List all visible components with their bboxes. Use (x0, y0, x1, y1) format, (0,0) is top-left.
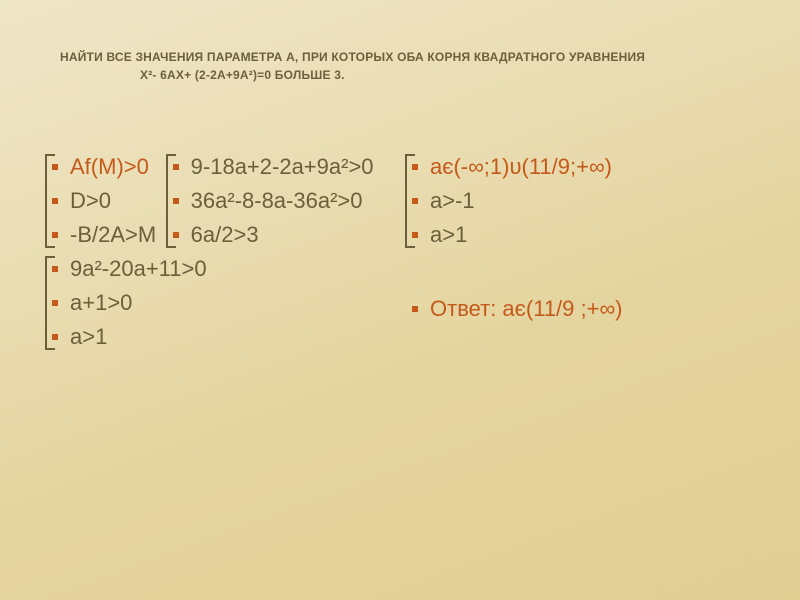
bullet-icon (173, 198, 179, 204)
list-item: 9a²-20a+11>0 (40, 252, 207, 286)
bullet-icon (173, 232, 179, 238)
list-item: a+1>0 (40, 286, 207, 320)
title-line-2: X²- 6AX+ (2-2A+9A²)=0 БОЛЬШЕ 3. (60, 66, 740, 84)
bullet-icon (412, 164, 418, 170)
bullet-icon (52, 198, 58, 204)
bullet-icon (173, 164, 179, 170)
bracket-group-1-right: aє(-∞;1)υ(11/9;+∞) a>-1 a>1 (400, 150, 612, 252)
list-item: D>0 (40, 184, 156, 218)
answer-line: Ответ: aє(11/9 ;+∞) (400, 292, 760, 326)
list-item: a>1 (400, 218, 612, 252)
bullet-icon (52, 300, 58, 306)
bracket-group-2-left: 9-18a+2-2a+9a²>0 36a²-8-8a-36a²>0 6a/2>3 (161, 150, 374, 252)
bullet-icon (52, 232, 58, 238)
list-item: 6a/2>3 (161, 218, 374, 252)
bracket-group-1-left: Af(M)>0 D>0 -B/2A>M (40, 150, 156, 252)
right-column: aє(-∞;1)υ(11/9;+∞) a>-1 a>1 Ответ: aє(11… (400, 150, 760, 354)
bullet-icon (52, 266, 58, 272)
bullet-icon (412, 232, 418, 238)
content-area: Af(M)>0 D>0 -B/2A>M 9-18a+2-2a+9a²>0 36a… (40, 150, 760, 354)
list-item: Af(M)>0 (40, 150, 156, 184)
bullet-icon (52, 334, 58, 340)
list-item: a>-1 (400, 184, 612, 218)
slide-title: НАЙТИ ВСЕ ЗНАЧЕНИЯ ПАРАМЕТРА А, ПРИ КОТО… (60, 48, 740, 84)
list-item: -B/2A>M (40, 218, 156, 252)
bullet-icon (52, 164, 58, 170)
list-item: a>1 (40, 320, 207, 354)
list-item: 36a²-8-8a-36a²>0 (161, 184, 374, 218)
bracket-group-3-left: 9a²-20a+11>0 a+1>0 a>1 (40, 252, 207, 354)
left-column: Af(M)>0 D>0 -B/2A>M 9-18a+2-2a+9a²>0 36a… (40, 150, 400, 354)
list-item: aє(-∞;1)υ(11/9;+∞) (400, 150, 612, 184)
bullet-icon (412, 198, 418, 204)
list-item: 9-18a+2-2a+9a²>0 (161, 150, 374, 184)
title-line-1: НАЙТИ ВСЕ ЗНАЧЕНИЯ ПАРАМЕТРА А, ПРИ КОТО… (60, 50, 645, 64)
bullet-icon (412, 306, 418, 312)
